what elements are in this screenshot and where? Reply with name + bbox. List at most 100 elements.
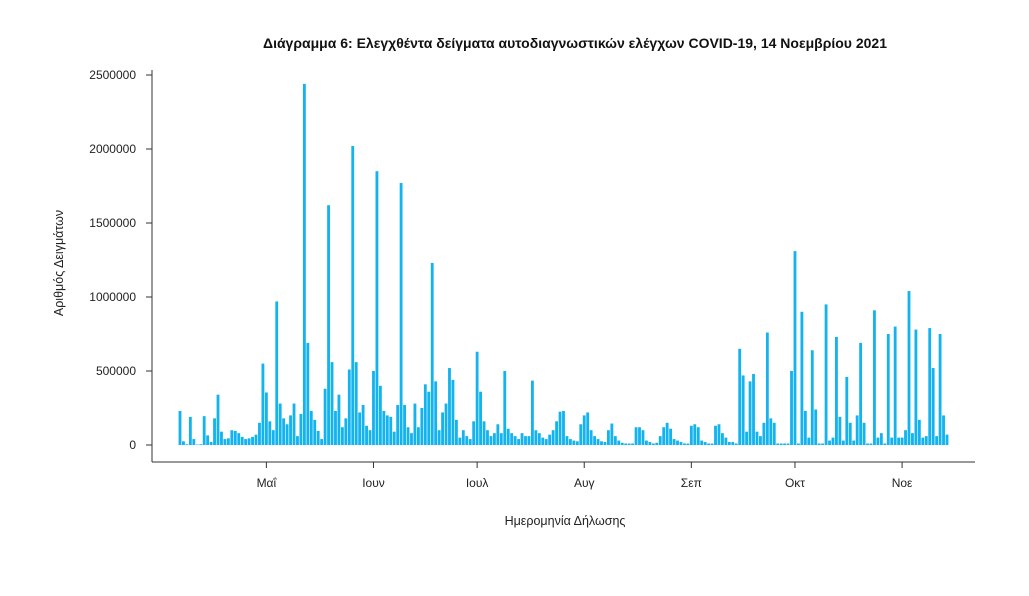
bar	[603, 442, 607, 445]
bar	[859, 342, 863, 445]
bar	[897, 437, 901, 445]
bar	[714, 425, 717, 445]
bar	[403, 405, 406, 445]
bar	[665, 422, 669, 445]
bar	[264, 392, 268, 445]
bar	[593, 436, 597, 445]
bar	[437, 430, 441, 445]
bar	[479, 391, 482, 445]
bar	[316, 430, 320, 445]
bar	[296, 436, 299, 445]
bar	[586, 412, 590, 445]
bar	[893, 326, 897, 445]
bar	[679, 442, 683, 445]
bar	[292, 403, 296, 445]
bar	[817, 443, 821, 445]
bar	[548, 434, 552, 445]
bar	[206, 435, 210, 445]
bar	[831, 437, 835, 445]
bar	[254, 434, 258, 445]
bar	[900, 437, 904, 445]
bar	[247, 438, 251, 445]
bar	[423, 384, 427, 445]
bar	[596, 439, 600, 445]
bar	[416, 427, 420, 445]
bar	[302, 83, 306, 445]
bar	[361, 405, 365, 445]
bar	[776, 443, 780, 445]
bar	[627, 443, 631, 445]
bar	[185, 444, 189, 445]
x-tick-label: Σεπ	[681, 476, 702, 490]
bar	[213, 418, 216, 445]
bar	[378, 385, 382, 445]
bar	[410, 433, 413, 445]
bar	[299, 413, 303, 445]
bar	[662, 427, 666, 445]
bar	[572, 440, 576, 445]
bar	[917, 419, 921, 445]
bar	[638, 427, 641, 445]
bar	[755, 431, 759, 445]
bar	[928, 328, 932, 445]
bar	[306, 342, 310, 445]
x-tick-label: Νοε	[892, 476, 913, 490]
bar	[924, 436, 928, 445]
bar	[216, 394, 220, 445]
bar	[226, 438, 230, 445]
bar	[765, 332, 769, 445]
bar	[607, 430, 610, 445]
bar	[354, 362, 358, 445]
bar	[565, 436, 569, 445]
bar	[589, 430, 593, 445]
x-axis: Μαΐ Ιουν Ιουλ Αυγ Σεπ Οκτ Νοε	[152, 461, 975, 490]
bar	[420, 408, 424, 445]
bar	[327, 205, 330, 445]
bar	[534, 430, 538, 445]
bar	[182, 441, 185, 445]
bar	[230, 430, 234, 445]
bar	[762, 422, 766, 445]
y-tick-label: 0	[129, 438, 136, 452]
bar	[651, 443, 655, 445]
bar	[251, 436, 254, 445]
bar	[382, 410, 386, 445]
bar	[454, 419, 458, 445]
bar	[790, 371, 793, 445]
bar	[689, 425, 693, 445]
bar	[434, 381, 438, 445]
bar	[237, 433, 241, 445]
bar	[855, 415, 859, 445]
bar	[268, 421, 272, 445]
bar	[838, 416, 842, 445]
bar	[921, 437, 925, 445]
bar	[289, 415, 292, 445]
bar	[734, 443, 738, 445]
bar	[879, 433, 883, 445]
bar	[258, 422, 261, 445]
bar	[558, 411, 562, 445]
bar	[696, 427, 700, 445]
bar	[779, 443, 783, 445]
bar	[486, 430, 489, 445]
bar	[634, 427, 638, 445]
bar	[323, 388, 327, 445]
bar	[658, 436, 662, 445]
bar	[938, 334, 942, 445]
bar	[707, 443, 711, 445]
bar	[285, 424, 289, 445]
bar	[710, 443, 714, 445]
bar	[828, 440, 831, 445]
bar	[275, 301, 279, 445]
bar	[945, 434, 949, 445]
bar	[562, 410, 565, 445]
bar	[769, 418, 773, 445]
bar	[579, 424, 583, 445]
bar	[188, 416, 192, 445]
bar	[620, 442, 624, 445]
bar	[330, 362, 334, 445]
bar	[835, 336, 838, 445]
bar	[413, 403, 417, 445]
bar	[873, 310, 876, 445]
bar	[392, 431, 396, 445]
